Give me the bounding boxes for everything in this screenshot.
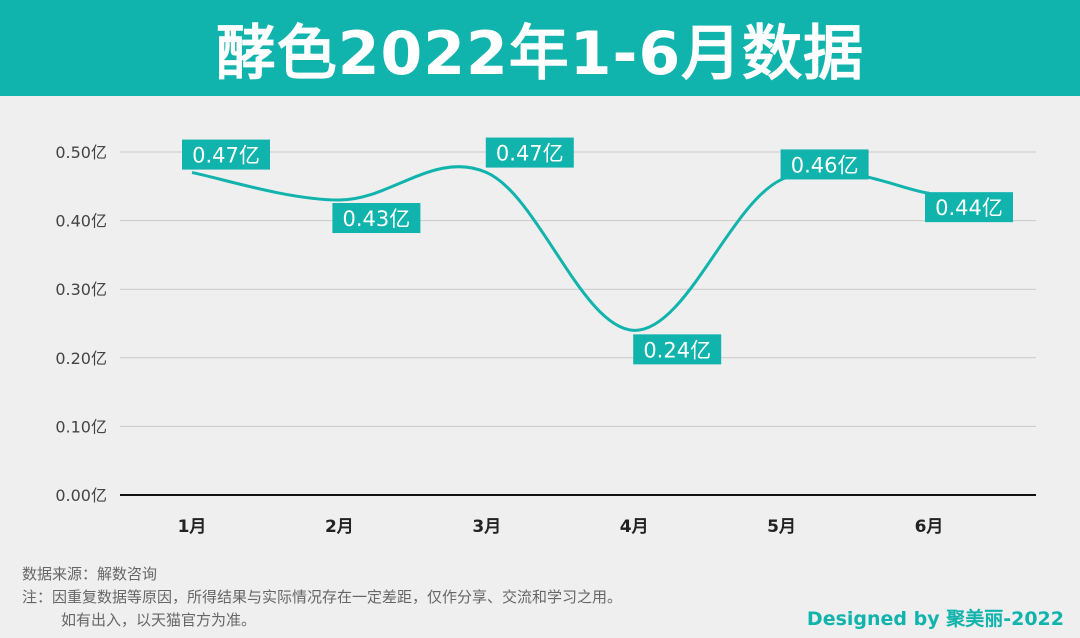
x-tick-label: 1月 — [178, 517, 207, 537]
data-label-box — [332, 203, 421, 234]
data-label-text: 0.44亿 — [935, 196, 1003, 220]
x-tick-label: 6月 — [915, 517, 944, 537]
data-label-box — [485, 137, 574, 168]
data-label: 0.43亿 — [332, 203, 421, 234]
disclaimer-note: 注：因重复数据等原因，所得结果与实际情况存在一定差距，仅作分享、交流和学习之用。 — [22, 588, 623, 606]
series-line — [191, 165, 930, 332]
y-tick-label: 0.10亿 — [55, 417, 107, 436]
data-label-text: 0.46亿 — [791, 153, 859, 177]
x-tick-label: 2月 — [325, 517, 354, 537]
data-label: 0.47亿 — [182, 139, 270, 170]
data-label-text: 0.43亿 — [343, 207, 411, 231]
chart-title: 酵色2022年1-6月数据 — [215, 18, 865, 89]
x-tick-label: 4月 — [620, 517, 649, 537]
data-label-box — [182, 139, 270, 170]
y-axis: 0.00亿 0.10亿 0.20亿 0.30亿 0.40亿 0.50亿 — [55, 143, 107, 505]
data-label-text: 0.47亿 — [192, 144, 260, 168]
x-tick-label: 3月 — [472, 517, 501, 537]
y-tick-label: 0.30亿 — [55, 280, 107, 299]
data-labels: 0.47亿 0.43亿 0.47亿 0.24亿 0.46亿 0.44亿 — [182, 137, 1013, 365]
data-label-text: 0.24亿 — [643, 338, 711, 362]
source-note: 数据来源：解数咨询 — [22, 565, 158, 583]
data-label-box — [633, 334, 722, 365]
title-banner: 酵色2022年1-6月数据 — [0, 0, 1080, 96]
x-tick-label: 5月 — [767, 517, 796, 537]
designer-credit: Designed by 聚美丽-2022 — [806, 608, 1064, 630]
line-chart: 0.00亿 0.10亿 0.20亿 0.30亿 0.40亿 0.50亿 1月 2月 3月 4月 5… — [55, 137, 1036, 537]
data-label-box — [925, 192, 1013, 223]
disclaimer-note-2: 如有出入，以天猫官方为准。 — [61, 611, 257, 629]
y-tick-label: 0.40亿 — [55, 212, 107, 231]
data-label: 0.46亿 — [780, 149, 869, 180]
x-axis: 1月 2月 3月 4月 5月 6月 — [178, 517, 944, 537]
data-label-text: 0.47亿 — [496, 142, 564, 166]
data-label: 0.44亿 — [925, 192, 1013, 223]
data-label: 0.24亿 — [633, 334, 722, 365]
grid-lines — [120, 151, 1036, 496]
y-tick-label: 0.20亿 — [55, 349, 107, 368]
data-label: 0.47亿 — [485, 137, 574, 168]
y-tick-label: 0.00亿 — [55, 486, 107, 505]
y-tick-label: 0.50亿 — [55, 143, 107, 162]
data-label-box — [780, 149, 869, 180]
